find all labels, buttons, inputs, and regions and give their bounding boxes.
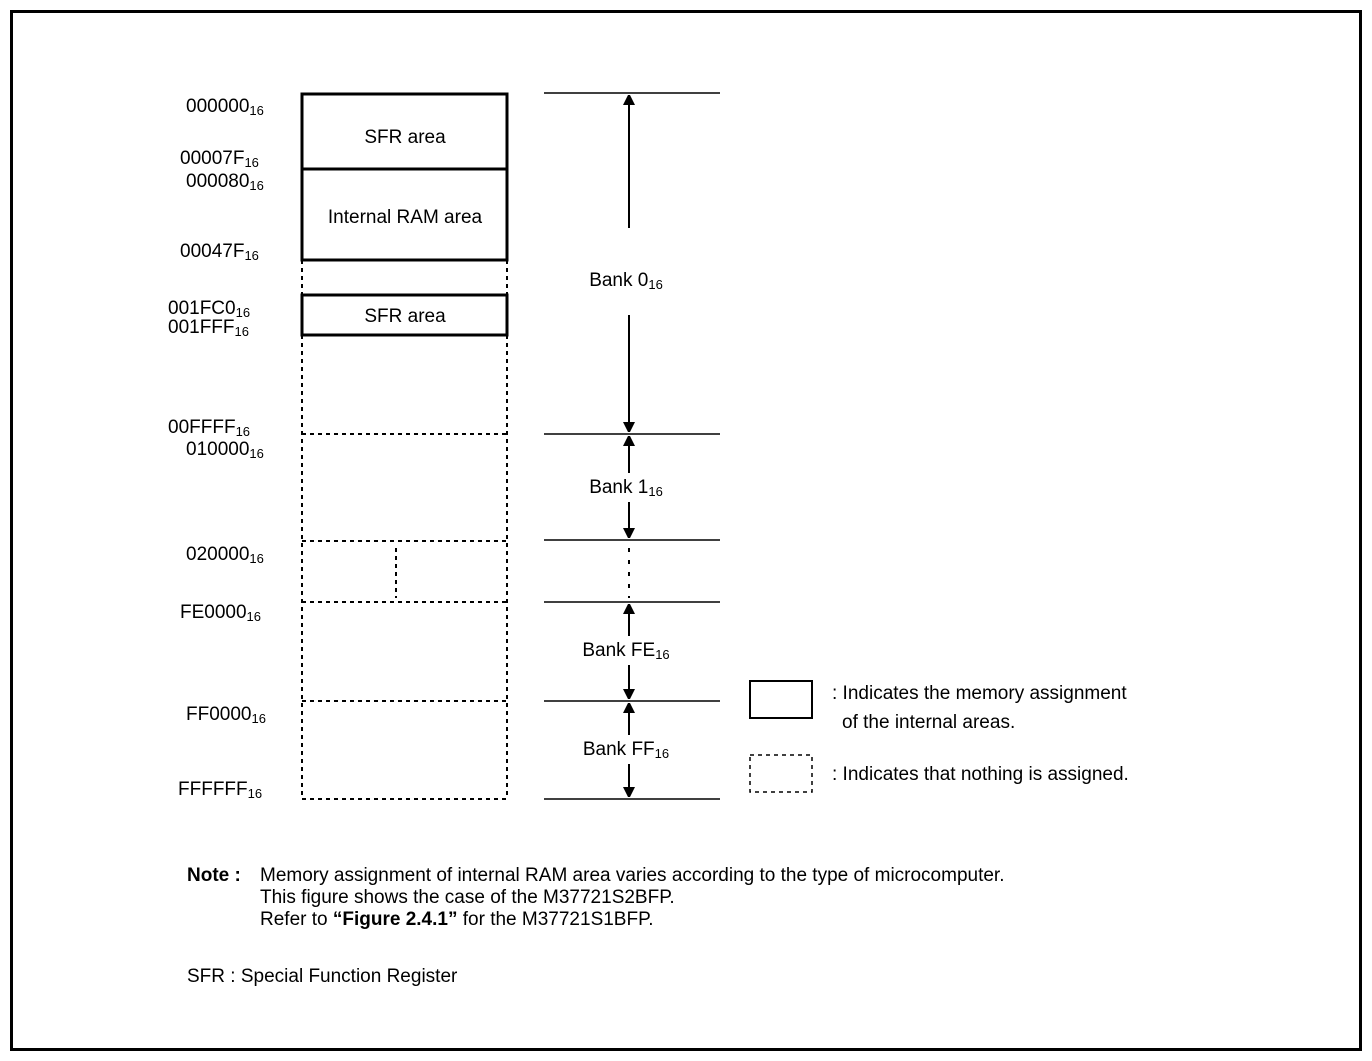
address-label: 00008016 — [186, 171, 264, 193]
internal-ram-area-label: Internal RAM area — [327, 207, 483, 228]
bank-label-0: Bank 016 — [589, 270, 663, 292]
address-label: 01000016 — [186, 439, 264, 461]
legend-dashed-text: : Indicates that nothing is assigned. — [832, 764, 1129, 785]
note-line-2: This figure shows the case of the M37721… — [260, 887, 675, 908]
internal-ram-area-box — [300, 167, 509, 262]
figure-frame — [10, 10, 1362, 1051]
sfr-area-label-second: SFR area — [364, 306, 446, 327]
sfr-definition: SFR : Special Function Register — [187, 966, 458, 987]
legend-solid-text-line2: of the internal areas. — [842, 712, 1016, 733]
figure-reference: “Figure 2.4.1” — [332, 909, 458, 930]
address-label: 00000016 — [186, 96, 264, 118]
note-label: Note : — [187, 865, 241, 886]
note-line-1: Memory assignment of internal RAM area v… — [260, 865, 1005, 886]
address-label: 00FFFF16 — [168, 417, 251, 439]
address-label: FE000016 — [180, 602, 262, 624]
sfr-area-label-top: SFR area — [364, 127, 446, 148]
address-label: FFFFFF16 — [178, 779, 263, 801]
address-label: 00007F16 — [180, 148, 259, 170]
address-label: 001FFF16 — [168, 317, 249, 339]
address-label: 001FC016 — [168, 298, 251, 320]
note-line-3: Refer to “Figure 2.4.1” for the M37721S1… — [260, 909, 654, 930]
address-label: 02000016 — [186, 544, 264, 566]
address-label: 00047F16 — [180, 241, 259, 263]
sfr-area-box-second — [300, 293, 509, 337]
bank-label-ff: Bank FF16 — [582, 739, 670, 761]
legend-dashed-box — [749, 754, 813, 793]
legend-solid-text-line1: : Indicates the memory assignment — [832, 683, 1127, 704]
memory-column — [300, 92, 509, 800]
address-label: FF000016 — [186, 704, 266, 726]
bank-label-fe: Bank FE16 — [582, 640, 670, 662]
bank-boundaries — [544, 92, 720, 800]
bank-label-1: Bank 116 — [589, 477, 663, 499]
legend-solid-box — [749, 680, 813, 719]
